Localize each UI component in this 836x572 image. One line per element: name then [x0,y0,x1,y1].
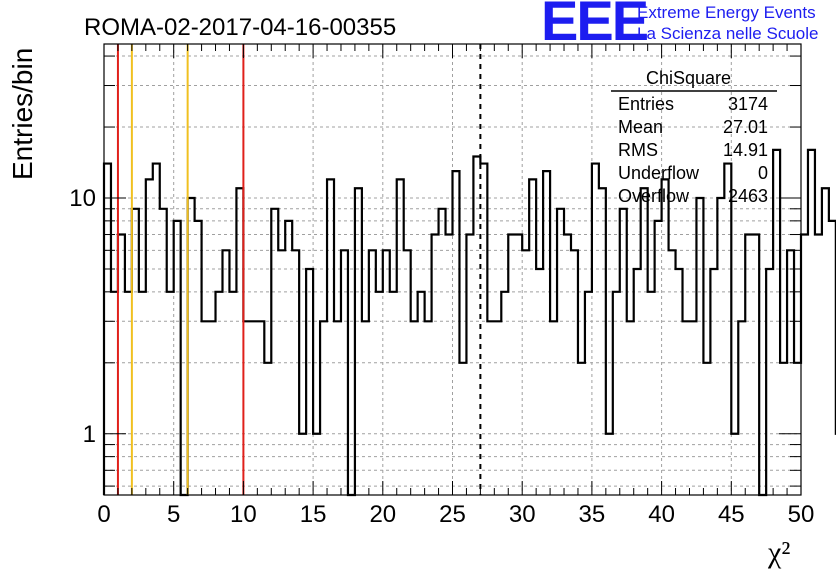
x-tick-label: 50 [788,501,815,528]
histogram-bin [648,292,655,495]
histogram-bin [139,292,146,495]
histogram-bin [683,321,690,495]
histogram-bin [564,235,571,495]
histogram-bin [536,269,543,495]
x-tick-label: 20 [369,501,396,528]
stats-label-overflow: Overflow [618,186,690,206]
logo-line-2: La Scienza nelle Scuole [637,24,818,43]
stats-label-mean: Mean [618,117,663,137]
stats-title: ChiSquare [646,68,731,88]
histogram-outline [102,148,836,497]
histogram-bin [487,321,494,495]
stats-label-underflow: Underflow [618,163,700,183]
x-tick-label: 25 [439,501,466,528]
histogram-bin [689,321,696,495]
histogram-bin [780,363,787,495]
histogram-bin [229,292,236,495]
histogram-bin [425,321,432,495]
histogram-bin [669,250,676,495]
histogram-bin [459,363,466,495]
threshold-lines [116,44,482,495]
y-axis-label: Entries/bin [7,48,38,180]
stats-box: ChiSquare Entries 3174 Mean 27.01 RMS 14… [611,68,777,206]
x-tick-label: 5 [167,501,180,528]
histogram-bin [411,321,418,495]
histogram-bin [578,363,585,495]
histogram-bin [167,292,174,495]
histogram-bin [703,363,710,495]
histogram-series [102,148,836,497]
histogram-bin [264,363,271,495]
x-tick-label: 45 [718,501,745,528]
stats-value-overflow: 2463 [728,186,768,206]
histogram-bin [202,321,209,495]
histogram-bin [334,321,341,495]
histogram-bin [522,250,529,495]
x-tick-label: 10 [230,501,257,528]
histogram-bin [515,235,522,495]
y-tick-label: 1 [83,421,96,448]
histogram-bin [390,292,397,495]
y-tick-label: 10 [69,185,96,212]
logo-line-1: Extreme Energy Events [637,3,816,22]
stats-label-entries: Entries [618,94,674,114]
stats-value-underflow: 0 [758,163,768,183]
axis-ticks: 0 5 10 15 20 25 30 35 40 45 50 1 10 [69,44,814,528]
histogram-bin [243,321,250,495]
histogram-bin [550,321,557,495]
x-tick-label: 15 [300,501,327,528]
stats-label-rms: RMS [618,140,658,160]
histogram-bin [111,292,118,495]
histogram-bin [153,164,160,495]
histogram-bin [376,292,383,495]
histogram-bin [278,250,285,495]
histogram-bin [439,209,446,495]
x-axis-label: χ² [767,536,790,569]
stats-value-entries: 3174 [728,94,768,114]
stats-value-rms: 14.91 [723,140,768,160]
x-tick-label: 40 [648,501,675,528]
x-tick-label: 35 [579,501,606,528]
histogram-bin [209,321,216,495]
eee-logo: EEE Extreme Energy Events La Scienza nel… [541,0,818,52]
histogram-bin [794,363,801,495]
histogram-bin [125,292,132,495]
histogram-bin [446,235,453,495]
x-tick-label: 30 [509,501,536,528]
stats-value-mean: 27.01 [723,117,768,137]
chart-title: ROMA-02-2017-04-16-00355 [84,14,396,41]
histogram-bin [494,321,501,495]
histogram-bin [815,235,822,495]
histogram-bin [250,321,257,495]
x-tick-label: 0 [97,501,110,528]
histogram-bin [627,321,634,495]
histogram-bin [362,321,369,495]
histogram-bin [285,221,292,495]
logo-mark: EEE [541,0,648,52]
